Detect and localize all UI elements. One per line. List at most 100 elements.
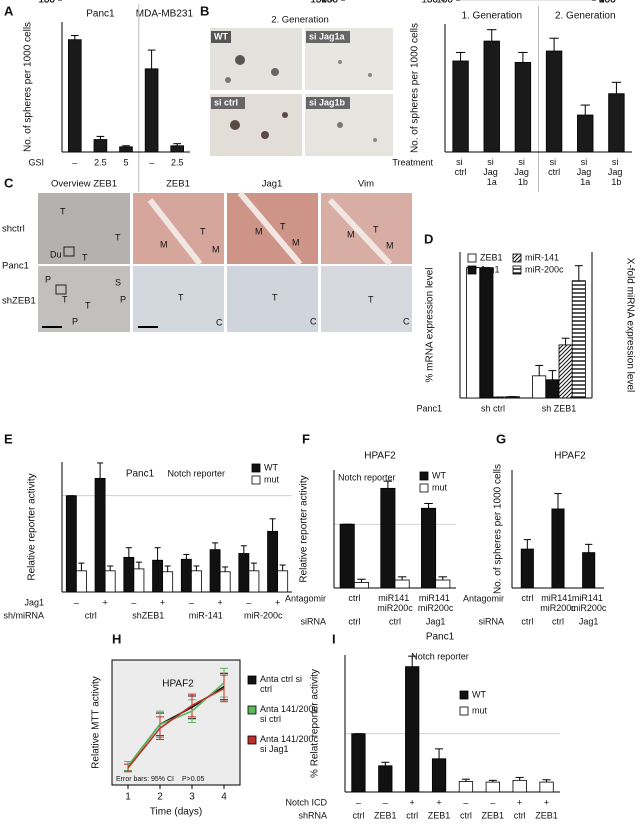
bar xyxy=(380,487,396,589)
plot-background xyxy=(111,659,241,786)
bar xyxy=(351,733,366,793)
group-label: miR-141 xyxy=(189,610,223,620)
panel-letter: I xyxy=(332,631,336,646)
category-label: – xyxy=(74,597,79,607)
column-header: Vim xyxy=(358,179,374,190)
tissue-label: T xyxy=(373,224,379,234)
micrograph xyxy=(227,266,318,332)
tissue-label: T xyxy=(62,294,68,304)
y-tick-label: 50 xyxy=(44,0,56,6)
category-label: – xyxy=(463,797,468,807)
category-label: – xyxy=(356,797,361,807)
bar xyxy=(431,758,447,793)
y-tick-label: 50 xyxy=(427,0,439,6)
micrograph xyxy=(321,266,412,332)
tissue-label: M xyxy=(347,229,355,239)
y-axis-label: No. of spheres per 1000 cells xyxy=(410,23,421,153)
category-label: – xyxy=(490,797,495,807)
sphere xyxy=(271,68,279,76)
column-header: ZEB1 xyxy=(166,179,190,190)
panel-letter: H xyxy=(112,631,121,646)
row-label: shRNA xyxy=(298,810,327,820)
category-label: miR141 miR200c xyxy=(377,593,413,613)
category-label: – xyxy=(72,157,77,167)
row-label: siRNA xyxy=(478,616,504,626)
y2-tick-label: 100 xyxy=(599,0,616,6)
bar xyxy=(545,379,560,399)
panel-letter: G xyxy=(496,431,506,446)
legend-label: mut xyxy=(432,482,448,492)
legend-swatch xyxy=(247,705,257,715)
legend-label: Anta 141/200c si Jag1 xyxy=(260,734,321,754)
category-label: + xyxy=(517,797,522,807)
tissue-label: T xyxy=(178,292,184,302)
bar xyxy=(152,559,164,593)
category-label: ctrl xyxy=(348,616,360,626)
bar xyxy=(162,571,174,593)
legend-swatch xyxy=(251,463,261,473)
sphere xyxy=(230,120,240,130)
bar xyxy=(170,145,185,153)
bar xyxy=(378,765,393,793)
tissue-label: C xyxy=(216,317,223,327)
annotation: Notch reporter xyxy=(167,468,225,478)
category-label: + xyxy=(544,797,549,807)
bar xyxy=(479,267,494,399)
y-tick-label: 100 xyxy=(38,0,55,6)
panel-letter: E xyxy=(4,431,13,446)
y-axis-label: % mRNA expression level xyxy=(425,267,436,382)
image-label: si Jag1b xyxy=(309,97,346,107)
bar xyxy=(577,114,594,153)
category-label: ctrl xyxy=(460,810,472,820)
y-axis-label: Relative reporter activity xyxy=(27,473,38,580)
bar xyxy=(512,779,527,793)
row-label: Panc1 xyxy=(416,403,442,413)
micrograph-group: WT si Jag1a si ctrl si Jag1b xyxy=(210,28,393,156)
bar xyxy=(180,558,192,593)
chart-title: HPAF2 xyxy=(162,679,194,690)
chart-title: HPAF2 xyxy=(364,451,396,462)
row-label: Notch ICD xyxy=(285,797,327,807)
category-label: sh ctrl xyxy=(481,403,505,413)
y-tick-label: 150 xyxy=(310,0,327,6)
y-tick-label: 50 xyxy=(327,0,339,6)
legend-label: ZEB1 xyxy=(480,252,503,262)
image-label: si ctrl xyxy=(214,97,238,107)
group-header: 1. Generation xyxy=(461,11,522,22)
chart-title: Panc1 xyxy=(426,632,455,643)
bar xyxy=(94,477,106,593)
category-label: ZEB1 xyxy=(535,810,558,820)
legend-swatch xyxy=(459,690,469,700)
tissue-label: M xyxy=(386,240,394,250)
y-tick-label: 50 xyxy=(316,0,328,6)
y2-axis-label: X-fold miRNA expression level xyxy=(624,258,635,393)
category-label: ctrl xyxy=(514,810,526,820)
category-label: + xyxy=(217,597,222,607)
bar xyxy=(123,556,135,593)
category-label: ZEB1 xyxy=(374,810,397,820)
panel-letter: D xyxy=(424,231,433,246)
sphere xyxy=(368,73,372,77)
group-label: shZEB1 xyxy=(132,610,164,620)
bar xyxy=(582,552,596,589)
y2-tick-label: 400 xyxy=(599,0,616,6)
bar xyxy=(545,50,563,153)
bar xyxy=(405,666,420,793)
legend-label: WT xyxy=(432,470,446,480)
tissue-label: M xyxy=(255,226,263,236)
legend-swatch xyxy=(419,471,429,481)
bar xyxy=(466,267,481,399)
bar xyxy=(483,40,500,153)
bar xyxy=(104,570,116,593)
bar xyxy=(551,508,565,589)
image-title: 2. Generation xyxy=(271,15,329,26)
bar xyxy=(532,375,547,399)
sphere xyxy=(338,60,342,64)
tissue-label: P xyxy=(120,294,126,304)
y-tick-label: 100 xyxy=(38,0,55,6)
category-label: miR141 miR200c xyxy=(571,593,607,613)
sphere xyxy=(373,138,377,142)
legend-swatch xyxy=(467,253,477,263)
tissue-label: Du xyxy=(50,249,62,259)
bar xyxy=(558,344,573,399)
